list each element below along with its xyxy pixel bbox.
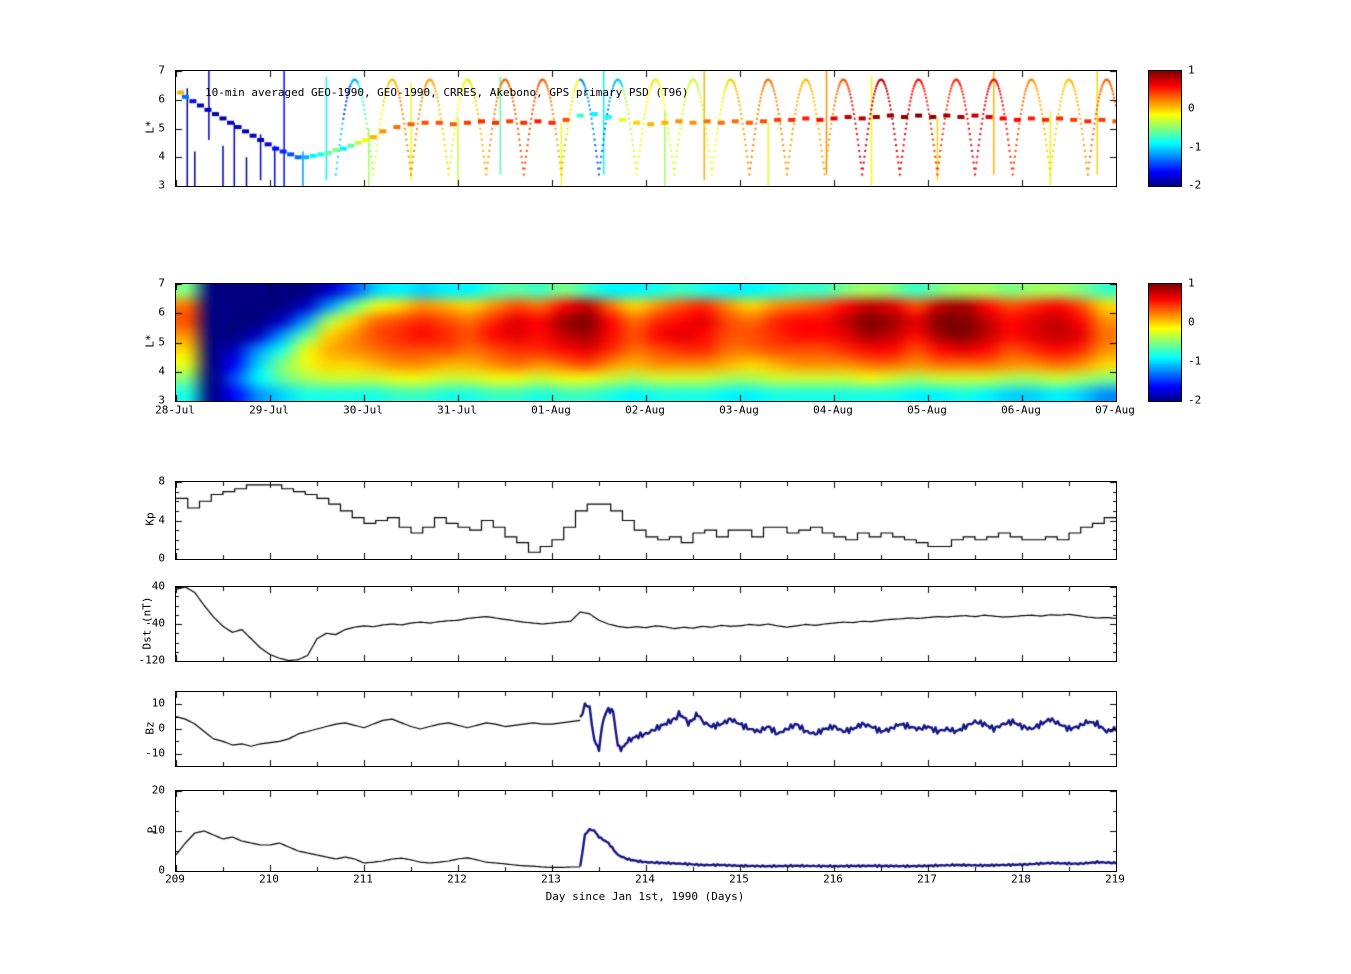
dst-canvas: [176, 587, 1116, 661]
bz-panel: [175, 691, 1117, 767]
colorbar-tick-label: -2: [1188, 178, 1202, 192]
scatter-ytick-label: 6: [158, 92, 165, 106]
p-xtick-label: 213: [541, 872, 561, 886]
heatmap-xtick-label: 07-Aug: [1095, 403, 1135, 417]
scatter-ytick-label: 7: [158, 63, 165, 77]
p-xtick-label: 214: [635, 872, 655, 886]
kp-canvas: [176, 482, 1116, 559]
heatmap-ytick-label: 3: [158, 393, 165, 407]
p-panel: [175, 790, 1117, 872]
dst-ytick-label: -120: [138, 653, 166, 667]
bz-ytick-label: 0: [158, 721, 165, 735]
p-xtick-label: 212: [447, 872, 467, 886]
heatmap-xtick-label: 29-Jul: [249, 403, 289, 417]
dst-ytick-label: -40: [145, 616, 165, 630]
bz-ytick-label: -10: [145, 746, 165, 760]
colorbar-tick-label: 0: [1188, 101, 1195, 115]
kp-ylabel: Kp: [143, 512, 157, 526]
bz-canvas: [176, 692, 1116, 766]
colorbar-tick-label: -1: [1188, 354, 1202, 368]
p-xtick-label: 216: [823, 872, 843, 886]
heatmap-ytick-label: 5: [158, 335, 165, 348]
heatmap-ytick-label: 6: [158, 305, 165, 319]
colorbar-2: [1148, 283, 1182, 402]
p-ytick-label: 0: [158, 863, 165, 877]
scatter-ytick-label: 5: [158, 121, 165, 134]
heatmap-xtick-label: 05-Aug: [907, 403, 947, 417]
heatmap-xtick-label: 06-Aug: [1001, 403, 1041, 417]
heatmap-xtick-label: 28-Jul: [155, 403, 195, 417]
heatmap-xtick-label: 01-Aug: [531, 403, 571, 417]
heatmap-ytick-label: 4: [158, 364, 165, 378]
psd-scatter-title: 10-min averaged GEO-1990, GEO-1990, CRRE…: [205, 86, 689, 99]
heatmap-xtick-label: 04-Aug: [813, 403, 853, 417]
psd-heatmap-ylabel: L*: [143, 334, 157, 348]
colorbar-tick-label: -1: [1188, 140, 1202, 154]
p-ytick-label: 10: [151, 823, 165, 837]
psd-heatmap-panel: [175, 283, 1117, 402]
bz-ytick-label: 10: [151, 696, 165, 710]
psd-scatter-canvas: [176, 71, 1116, 186]
kp-ytick-label: 0: [158, 551, 165, 565]
p-xtick-label: 211: [353, 872, 373, 886]
p-xtick-label: 218: [1011, 872, 1031, 886]
kp-ytick-label: 8: [158, 474, 165, 488]
p-xtick-label: 209: [165, 872, 185, 886]
heatmap-xtick-label: 30-Jul: [343, 403, 383, 417]
colorbar-tick-label: 0: [1188, 315, 1195, 329]
colorbar-tick-label: 1: [1188, 276, 1195, 290]
p-ytick-label: 20: [151, 783, 165, 797]
bz-ylabel: Bz: [143, 721, 157, 735]
colorbar-2-canvas: [1149, 284, 1181, 401]
colorbar-1: [1148, 70, 1182, 187]
dst-panel: [175, 586, 1117, 662]
p-xtick-label: 219: [1105, 872, 1125, 886]
x-axis-label: Day since Jan 1st, 1990 (Days): [545, 890, 745, 903]
scatter-ytick-label: 4: [158, 149, 165, 163]
colorbar-1-canvas: [1149, 71, 1181, 186]
heatmap-xtick-label: 03-Aug: [719, 403, 759, 417]
psd-scatter-ylabel: L*: [143, 120, 157, 134]
colorbar-tick-label: -2: [1188, 393, 1202, 407]
heatmap-xtick-label: 31-Jul: [437, 403, 477, 417]
p-xtick-label: 210: [259, 872, 279, 886]
dst-ytick-label: 40: [151, 579, 165, 593]
heatmap-xtick-label: 02-Aug: [625, 403, 665, 417]
psd-scatter-panel: [175, 70, 1117, 187]
kp-panel: [175, 481, 1117, 560]
colorbar-tick-label: 1: [1188, 63, 1195, 77]
p-xtick-label: 217: [917, 872, 937, 886]
scatter-ytick-label: 3: [158, 178, 165, 192]
heatmap-ytick-label: 7: [158, 276, 165, 290]
psd-heatmap-canvas: [176, 284, 1116, 401]
kp-ytick-label: 4: [158, 513, 165, 526]
p-xtick-label: 215: [729, 872, 749, 886]
p-canvas: [176, 791, 1116, 871]
